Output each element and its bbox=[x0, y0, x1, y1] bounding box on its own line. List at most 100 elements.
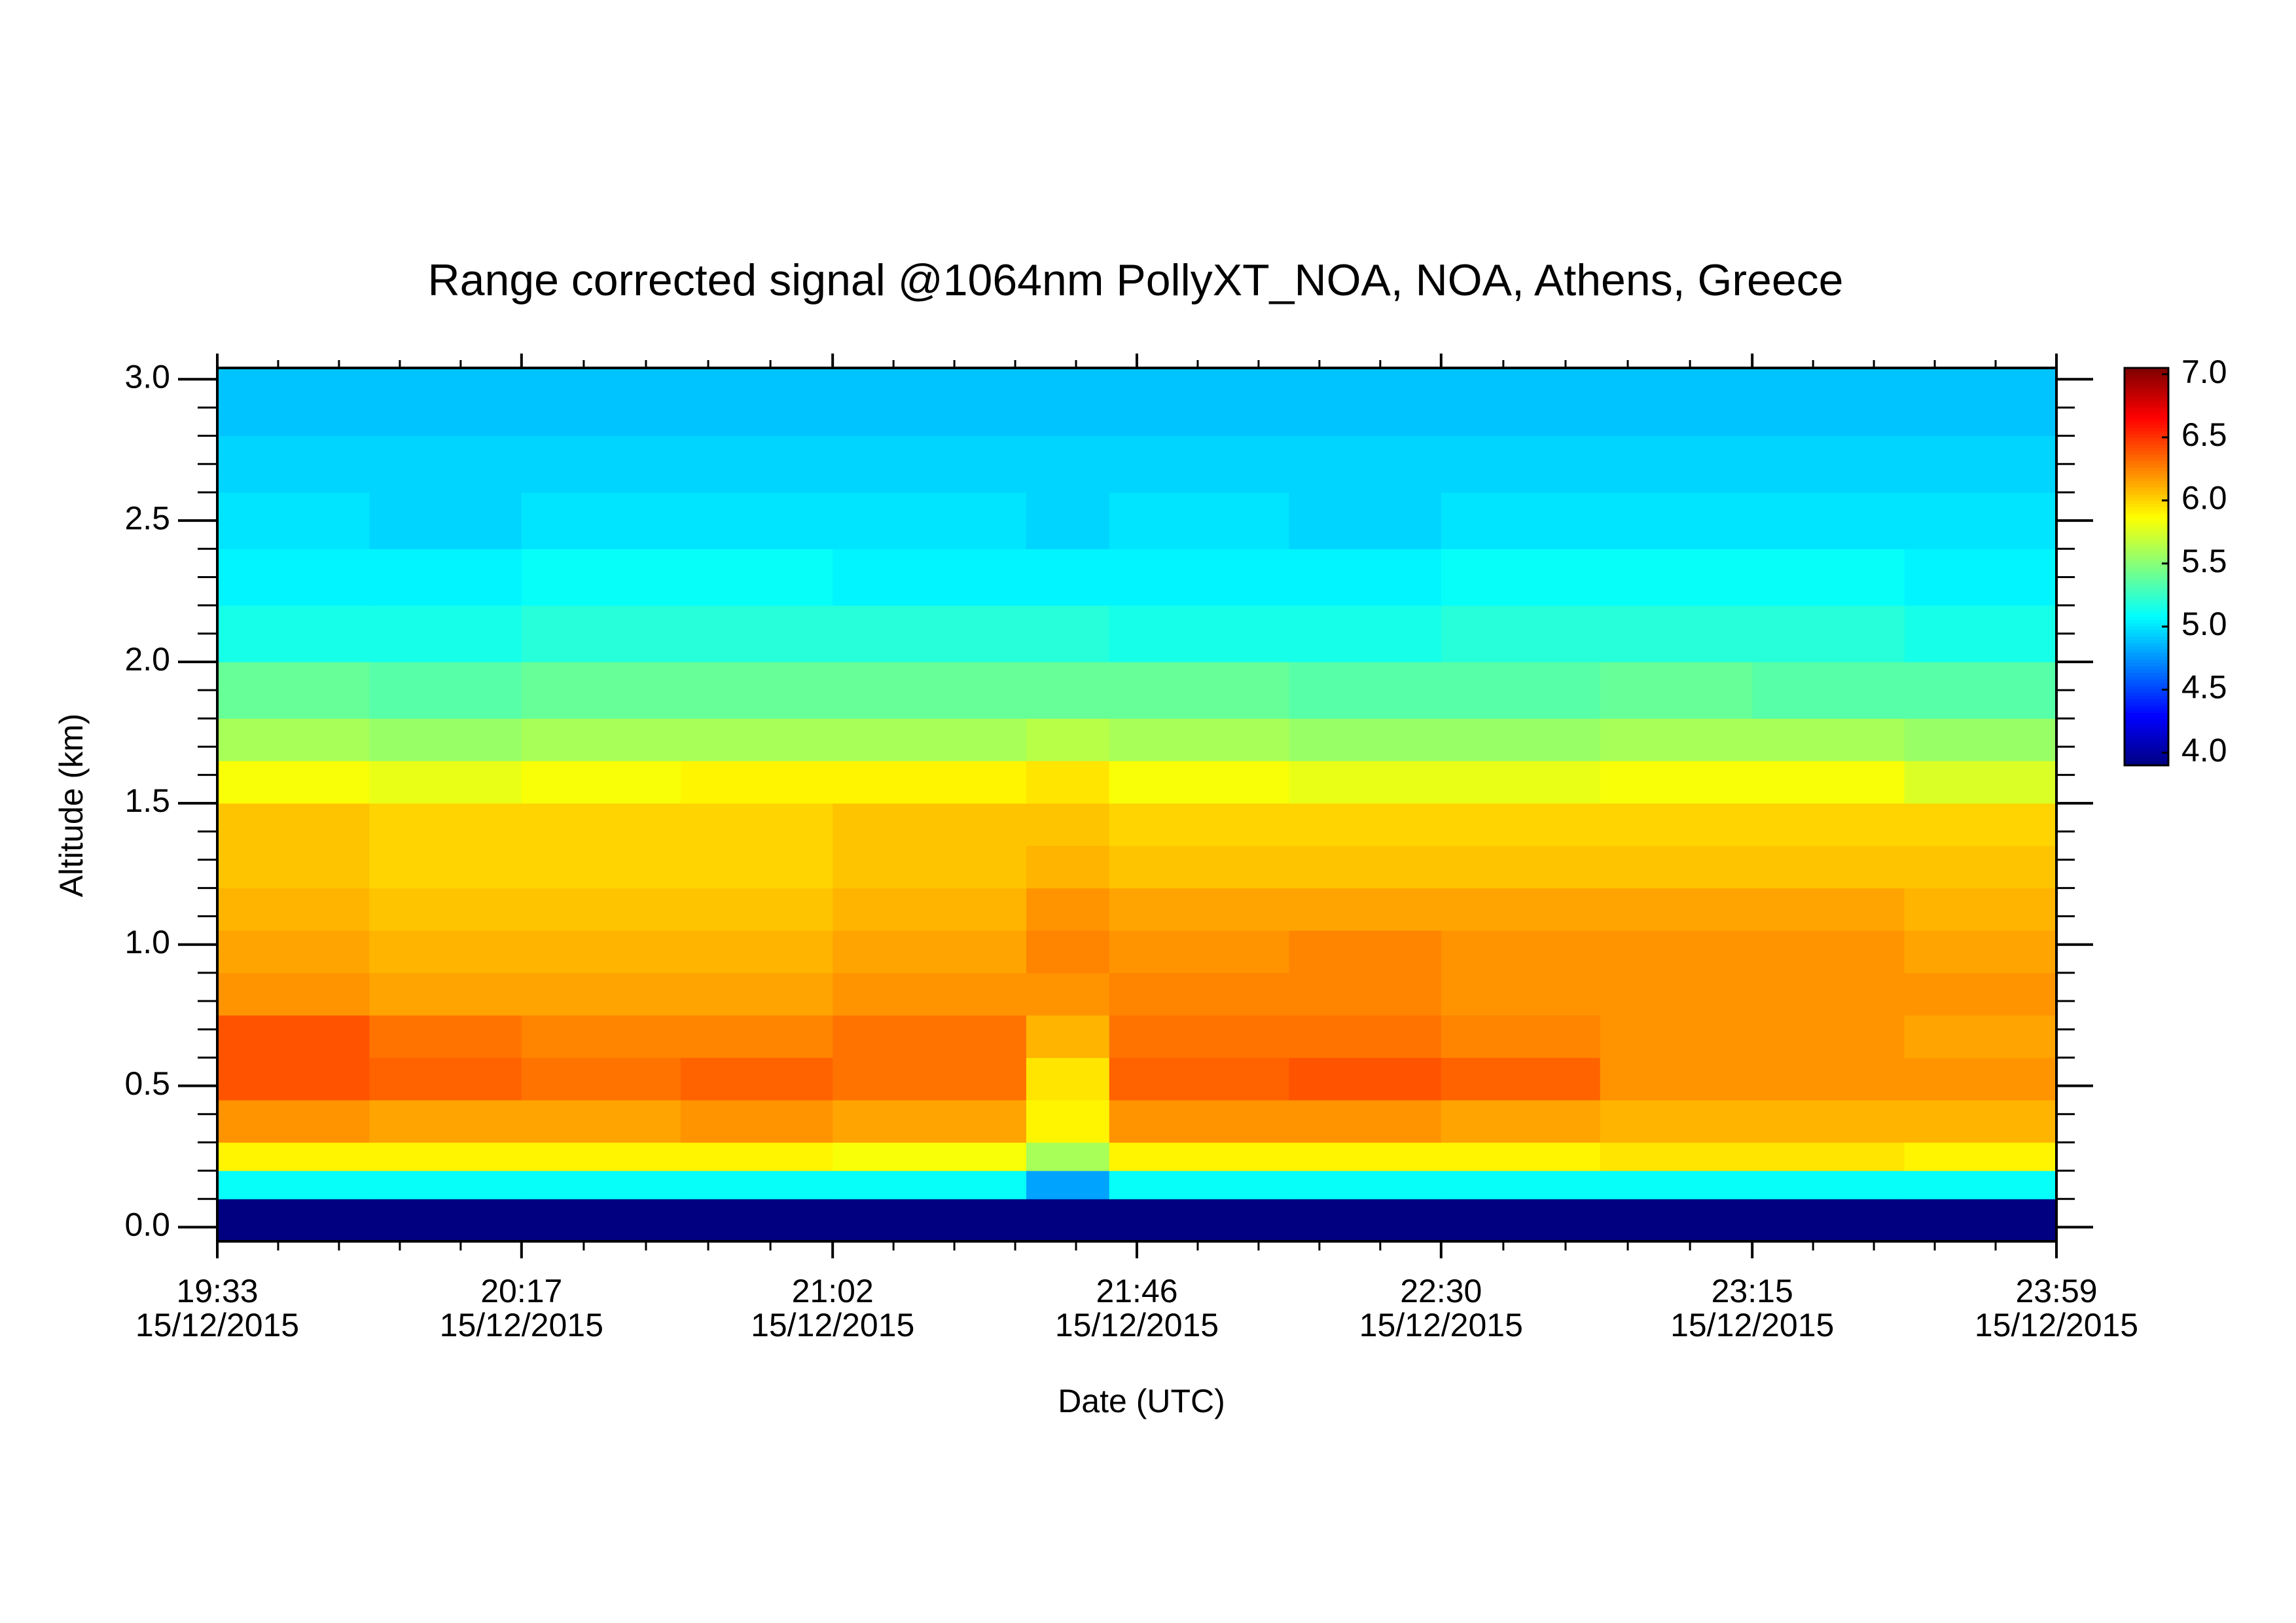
colorbar-swatch bbox=[2125, 520, 2168, 524]
heat-cell bbox=[1600, 549, 1753, 606]
heat-cell bbox=[1109, 1142, 1289, 1171]
heat-cell bbox=[680, 435, 833, 493]
colorbar-swatch bbox=[2125, 424, 2168, 428]
heat-cell bbox=[521, 803, 681, 847]
colorbar-swatch bbox=[2125, 659, 2168, 663]
heat-cell bbox=[1026, 1100, 1110, 1143]
heat-cell bbox=[1904, 605, 2057, 663]
heat-cell bbox=[521, 1199, 681, 1242]
heat-cell bbox=[680, 1057, 833, 1101]
heat-cell bbox=[1026, 888, 1110, 931]
colorbar-swatch bbox=[2125, 388, 2168, 392]
heat-cell bbox=[521, 718, 681, 761]
heat-cell bbox=[1026, 803, 1110, 847]
heat-cell bbox=[217, 972, 370, 1016]
y-tick-label: 3.0 bbox=[124, 358, 170, 395]
heat-cell bbox=[1904, 761, 2057, 804]
x-tick-label: 23:15 15/12/2015 bbox=[1670, 1273, 1835, 1343]
heat-cell bbox=[217, 661, 370, 719]
heat-cell bbox=[1752, 1057, 1905, 1101]
heat-cell bbox=[833, 1171, 1027, 1199]
heat-cell bbox=[1752, 761, 1905, 804]
heat-cell bbox=[217, 1142, 370, 1171]
colorbar-swatch bbox=[2125, 467, 2168, 471]
colorbar-swatch bbox=[2125, 510, 2168, 515]
colorbar-tick-label: 6.5 bbox=[2181, 416, 2227, 453]
heat-cell bbox=[1752, 1100, 1905, 1143]
heat-cell bbox=[1026, 435, 1110, 493]
colorbar-tick-label: 4.0 bbox=[2181, 732, 2227, 769]
heat-cell bbox=[1441, 930, 1601, 974]
heat-cell bbox=[521, 1171, 681, 1199]
heat-cell bbox=[369, 845, 522, 888]
colorbar-swatch bbox=[2125, 623, 2168, 627]
heat-cell bbox=[1289, 1015, 1442, 1058]
heat-cell bbox=[369, 888, 522, 931]
heat-cell bbox=[1109, 1100, 1289, 1143]
colorbar-swatch bbox=[2125, 725, 2168, 729]
colorbar-swatch bbox=[2125, 606, 2168, 610]
colorbar-swatch bbox=[2125, 705, 2168, 710]
heat-cell bbox=[1752, 661, 1905, 719]
colorbar-swatch bbox=[2125, 447, 2168, 452]
heat-cell bbox=[521, 605, 681, 663]
heat-cell bbox=[1600, 718, 1753, 761]
heat-cell bbox=[833, 661, 1027, 719]
heat-cell bbox=[521, 435, 681, 493]
heat-cell bbox=[1600, 605, 1753, 663]
y-tick-label: 1.5 bbox=[124, 782, 170, 819]
heat-cell bbox=[369, 549, 522, 606]
colorbar-swatch bbox=[2125, 729, 2168, 733]
colorbar-swatch bbox=[2125, 454, 2168, 458]
heat-cell bbox=[217, 492, 370, 549]
colorbar-swatch bbox=[2125, 758, 2168, 763]
y-tick-label: 2.0 bbox=[124, 641, 170, 678]
heat-cell bbox=[1289, 930, 1442, 974]
colorbar-swatch bbox=[2125, 503, 2168, 508]
heat-cell bbox=[1109, 435, 1289, 493]
heat-cell bbox=[1600, 435, 1753, 493]
heat-cell bbox=[217, 930, 370, 974]
colorbar-swatch bbox=[2125, 692, 2168, 697]
heat-cell bbox=[217, 368, 370, 437]
colorbar-swatch bbox=[2125, 507, 2168, 511]
colorbar-swatch bbox=[2125, 689, 2168, 693]
heat-cell bbox=[1752, 1199, 1905, 1242]
heat-cell bbox=[217, 718, 370, 761]
heat-cell bbox=[1026, 972, 1110, 1016]
heat-cell bbox=[1289, 368, 1442, 437]
heat-cell bbox=[680, 930, 833, 974]
colorbar-swatch bbox=[2125, 417, 2168, 422]
colorbar-swatch bbox=[2125, 384, 2168, 388]
colorbar-swatch bbox=[2125, 653, 2168, 657]
heat-cell bbox=[833, 1199, 1027, 1242]
colorbar-swatch bbox=[2125, 742, 2168, 746]
colorbar-swatch bbox=[2125, 487, 2168, 491]
heat-cell bbox=[369, 972, 522, 1016]
heat-cell bbox=[1441, 1171, 1601, 1199]
colorbar-swatch bbox=[2125, 477, 2168, 481]
heat-cell bbox=[680, 803, 833, 847]
colorbar-swatch bbox=[2125, 530, 2168, 534]
heat-cell bbox=[1109, 845, 1289, 888]
heat-cell bbox=[1026, 1199, 1110, 1242]
heat-cell bbox=[833, 1015, 1027, 1058]
colorbar-swatch bbox=[2125, 404, 2168, 409]
colorbar-swatch bbox=[2125, 719, 2168, 723]
colorbar-swatch bbox=[2125, 682, 2168, 687]
heat-cell bbox=[1289, 1100, 1442, 1143]
heat-cell bbox=[1904, 1199, 2057, 1242]
heat-cell bbox=[1026, 718, 1110, 761]
heat-cell bbox=[1752, 888, 1905, 931]
heat-cell bbox=[1600, 368, 1753, 437]
heat-cell bbox=[1600, 1100, 1753, 1143]
colorbar-tick-label: 5.0 bbox=[2181, 606, 2227, 642]
heat-cell bbox=[1904, 368, 2057, 437]
colorbar-swatch bbox=[2125, 639, 2168, 644]
heat-cell bbox=[1904, 845, 2057, 888]
heat-cell bbox=[521, 1057, 681, 1101]
colorbar-swatch bbox=[2125, 699, 2168, 703]
colorbar-swatch bbox=[2125, 526, 2168, 531]
heat-cell bbox=[217, 435, 370, 493]
